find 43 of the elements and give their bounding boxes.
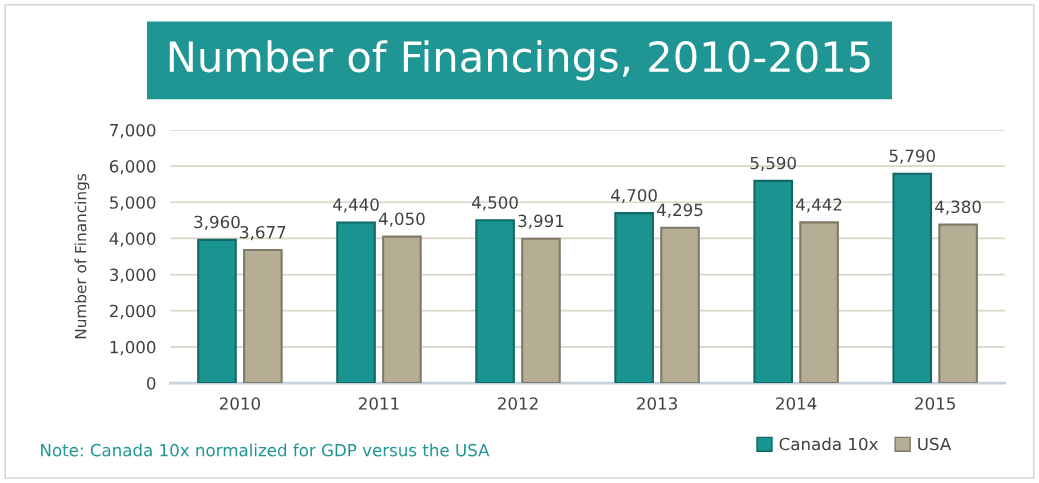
y-tick-label: 6,000	[109, 160, 156, 175]
bar	[938, 223, 978, 384]
y-tick-label: 4,000	[109, 232, 156, 247]
x-tick-label: 2010	[219, 397, 261, 410]
data-label: 4,440	[332, 198, 379, 213]
data-label: 5,790	[889, 149, 935, 164]
bar	[475, 219, 515, 384]
bar	[382, 235, 422, 384]
chart-title: Number of Financings, 2010-2015	[169, 40, 870, 81]
data-label: 4,380	[935, 200, 981, 215]
data-label: 4,050	[378, 212, 425, 227]
y-axis-title: Number of Financings	[74, 173, 90, 339]
data-label: 5,590	[750, 156, 796, 172]
bar	[660, 226, 700, 384]
y-tick-label: 2,000	[110, 304, 156, 319]
y-tick-label: 0	[147, 376, 156, 390]
data-label: 3,991	[518, 214, 564, 229]
y-tick-label: 7,000	[110, 123, 156, 139]
bar	[197, 238, 237, 384]
bar	[753, 179, 793, 384]
x-tick-label: 2015	[915, 397, 955, 410]
data-label: 4,700	[611, 188, 657, 204]
text: Note: Canada 10x normalized for GDP versus the USA	[41, 443, 490, 457]
legend-label: USA	[918, 437, 952, 451]
x-tick-label: 2012	[498, 397, 538, 410]
data-label: 3,677	[240, 225, 286, 241]
y-tick-label: 5,000	[110, 196, 156, 211]
x-tick-label: 2011	[358, 397, 399, 410]
data-label: 3,960	[194, 215, 240, 230]
x-tick-label: 2014	[776, 397, 817, 410]
bar	[336, 221, 376, 384]
bar	[614, 212, 654, 384]
legend-label: Canada 10x	[779, 437, 878, 451]
y-tick-label: 1,000	[110, 340, 156, 356]
bar	[892, 172, 933, 384]
bar	[799, 221, 839, 384]
bar	[521, 237, 561, 384]
y-tick-label: 3,000	[110, 268, 156, 283]
bar	[243, 249, 283, 384]
data-label: 4,500	[472, 196, 518, 211]
x-tick-label: 2013	[637, 397, 677, 410]
data-label: 4,442	[796, 198, 842, 213]
data-label: 4,295	[656, 203, 703, 218]
